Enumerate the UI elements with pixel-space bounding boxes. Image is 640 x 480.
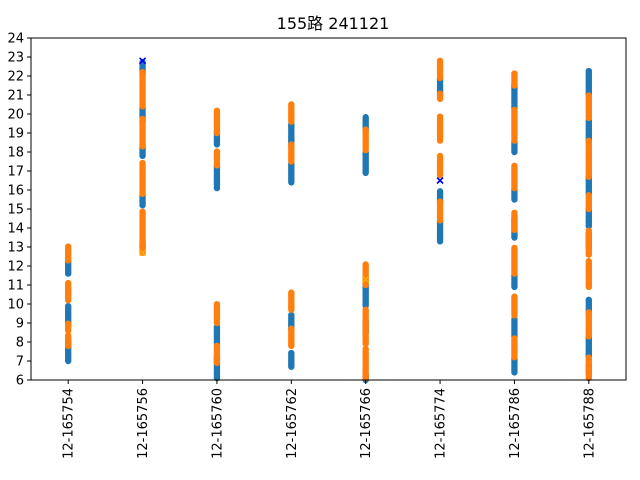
y-tick-label: 21 <box>7 89 24 104</box>
x-marker <box>436 176 444 185</box>
y-tick-label: 22 <box>7 70 24 85</box>
data-point <box>288 101 295 108</box>
y-tick-label: 7 <box>16 355 24 370</box>
x-marker <box>362 275 370 283</box>
data-point <box>511 293 518 300</box>
data-point <box>511 244 518 252</box>
data-point <box>511 106 518 114</box>
x-tick-label: 12-165754 <box>62 388 77 459</box>
data-point <box>511 335 518 342</box>
x-marker <box>138 249 147 257</box>
x-tick-label: 12-165774 <box>434 388 449 459</box>
data-point <box>362 114 369 121</box>
data-point <box>213 148 221 155</box>
y-tick-label: 23 <box>7 51 24 66</box>
y-tick-label: 10 <box>7 298 24 313</box>
data-point <box>288 349 295 357</box>
data-point <box>585 137 593 144</box>
data-point <box>139 58 146 66</box>
y-tick-label: 14 <box>7 222 24 237</box>
plot-frame <box>30 37 627 381</box>
y-tick-label: 8 <box>16 336 24 351</box>
x-tick-label: 12-165762 <box>285 388 300 459</box>
data-point <box>511 209 518 216</box>
data-point <box>362 261 369 268</box>
data-point <box>213 300 221 308</box>
y-tick-label: 16 <box>7 184 24 199</box>
data-point <box>436 90 444 97</box>
data-point <box>139 69 146 76</box>
data-point <box>585 258 593 265</box>
data-point <box>585 92 593 99</box>
data-point <box>213 342 221 349</box>
y-tick-label: 19 <box>7 127 24 142</box>
data-point <box>436 152 444 160</box>
data-point <box>64 302 72 310</box>
data-point <box>288 325 295 332</box>
chart-title: 155路 241121 <box>277 14 390 33</box>
y-tick-label: 20 <box>7 108 24 123</box>
data-point <box>64 332 72 339</box>
data-point <box>213 107 221 114</box>
data-point <box>362 126 369 133</box>
x-tick-label: 12-165788 <box>582 388 597 459</box>
data-point <box>64 279 72 287</box>
data-point <box>436 113 444 120</box>
data-points <box>64 57 593 384</box>
data-point <box>585 296 593 304</box>
data-point <box>288 289 295 296</box>
data-point <box>64 243 72 250</box>
data-point <box>139 208 146 215</box>
data-point <box>288 141 295 148</box>
y-tick-label: 17 <box>7 165 24 180</box>
y-tick-label: 6 <box>16 374 24 389</box>
data-point <box>64 320 72 327</box>
x-marker <box>138 57 147 65</box>
x-axis: 12-165754 12-165756 12-165760 12-165762 12-1… <box>62 380 597 459</box>
y-tick-label: 15 <box>7 203 24 218</box>
y-tick-label: 12 <box>7 260 24 275</box>
data-point <box>511 162 518 170</box>
data-point <box>436 198 444 205</box>
x-markers <box>138 57 444 283</box>
data-point <box>436 188 444 195</box>
y-tick-label: 18 <box>7 146 24 161</box>
data-point <box>362 345 369 353</box>
x-tick-label: 12-165786 <box>508 388 523 459</box>
data-point <box>288 311 295 319</box>
y-tick-label: 24 <box>7 32 24 47</box>
data-point <box>585 192 593 199</box>
data-point <box>585 227 593 234</box>
x-tick-label: 12-165766 <box>359 388 374 459</box>
x-tick-label: 12-165756 <box>136 388 151 459</box>
data-point <box>511 70 518 77</box>
data-point <box>585 309 593 316</box>
data-point <box>436 57 444 64</box>
y-tick-label: 11 <box>7 279 24 294</box>
x-tick-label: 12-165760 <box>210 388 225 459</box>
data-point <box>139 159 146 167</box>
y-tick-label: 9 <box>16 317 24 332</box>
y-axis: 6 7 8 9 10 11 12 13 14 15 16 17 18 19 20 21 22 23 24 <box>7 32 31 389</box>
data-point <box>585 354 593 361</box>
y-tick-label: 13 <box>7 241 24 256</box>
data-point <box>139 115 146 123</box>
data-point <box>585 67 593 75</box>
data-point <box>362 306 369 313</box>
